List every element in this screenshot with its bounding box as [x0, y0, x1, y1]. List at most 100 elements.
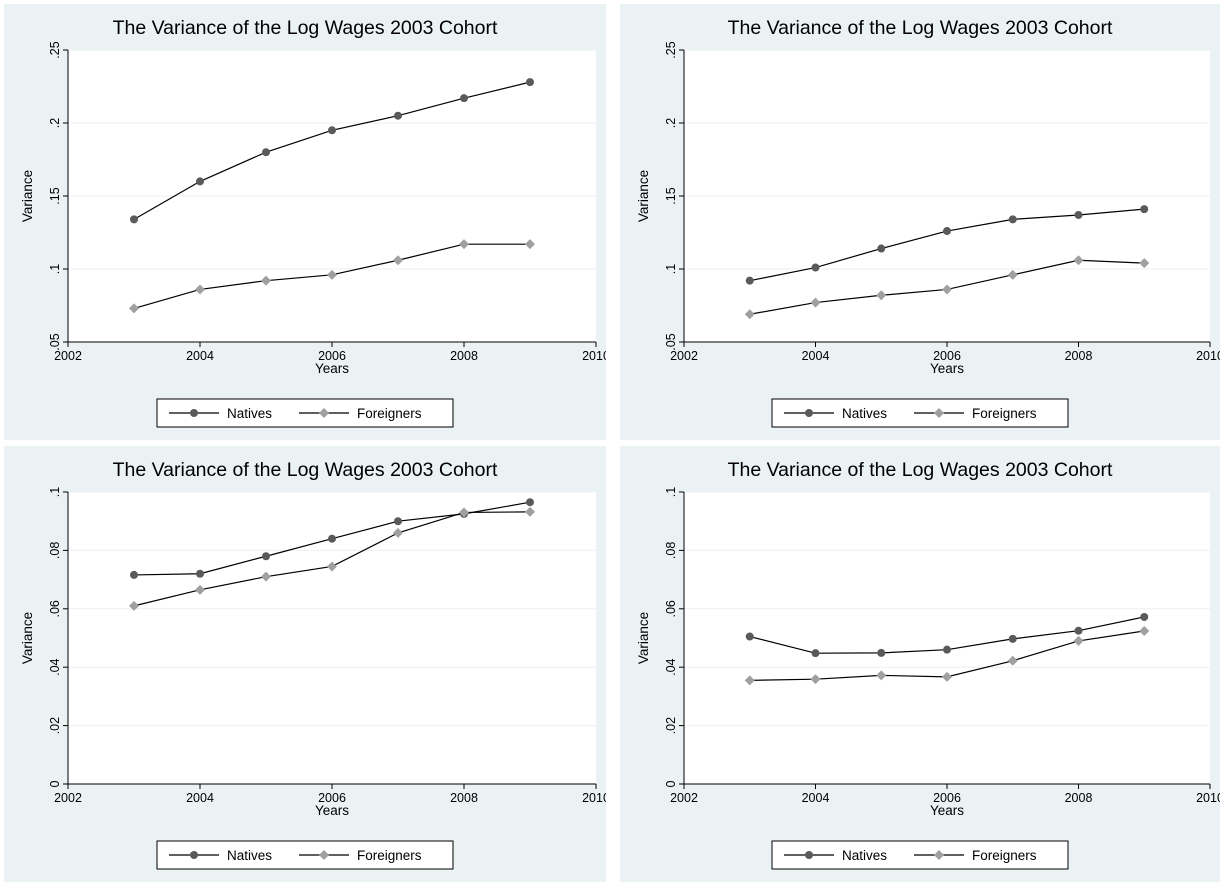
legend-label-foreigners: Foreigners	[972, 406, 1037, 421]
x-axis-label: Years	[315, 803, 349, 818]
chart-svg: The Variance of the Log Wages 2003 Cohor…	[636, 17, 1220, 428]
data-point-natives	[328, 126, 336, 135]
legend-swatch-marker-natives	[190, 851, 198, 859]
y-axis-label: Variance	[20, 612, 35, 664]
data-point-natives	[394, 517, 402, 526]
x-tick-label: 2004	[802, 791, 830, 805]
data-point-foreigners	[1139, 625, 1150, 636]
x-axis-label: Years	[315, 361, 349, 376]
chart-svg: The Variance of the Log Wages 2003 Cohor…	[20, 459, 606, 870]
data-point-foreigners	[1007, 269, 1018, 280]
y-tick-label: .1	[48, 487, 62, 497]
data-point-natives	[1140, 205, 1149, 214]
data-point-natives	[877, 244, 886, 253]
x-axis-label: Years	[930, 361, 964, 376]
x-tick-label: 2010	[582, 791, 606, 805]
chart-title: The Variance of the Log Wages 2003 Cohor…	[728, 459, 1113, 481]
legend-label-natives: Natives	[842, 848, 887, 863]
data-point-foreigners	[327, 561, 337, 572]
legend-swatch-marker-foreigners	[319, 408, 329, 418]
y-tick-label: .05	[48, 333, 62, 350]
chart-svg: The Variance of the Log Wages 2003 Cohor…	[20, 17, 606, 428]
legend-swatch-marker-foreigners	[934, 408, 944, 418]
y-tick-label: .06	[48, 600, 62, 617]
y-axis-label: Variance	[636, 170, 651, 222]
chart-panel-bottom-left: The Variance of the Log Wages 2003 Cohor…	[4, 446, 606, 882]
y-tick-label: .08	[664, 542, 678, 559]
data-point-natives	[526, 78, 534, 87]
y-tick-label: .08	[48, 542, 62, 559]
data-point-natives	[196, 569, 204, 578]
data-point-natives	[1074, 210, 1083, 219]
data-point-natives	[745, 276, 754, 285]
x-tick-label: 2008	[1065, 791, 1093, 805]
chart-title: The Variance of the Log Wages 2003 Cohor…	[113, 17, 498, 39]
x-axis-label: Years	[930, 803, 964, 818]
data-point-foreigners	[942, 284, 952, 295]
data-point-foreigners	[876, 670, 887, 681]
data-point-natives	[811, 649, 820, 658]
data-point-foreigners	[876, 290, 887, 301]
x-tick-label: 2002	[670, 791, 698, 805]
data-point-foreigners	[261, 275, 271, 286]
x-tick-label: 2004	[186, 791, 214, 805]
data-point-natives	[877, 648, 886, 657]
y-tick-label: .25	[664, 41, 678, 58]
x-tick-label: 2010	[582, 349, 606, 363]
y-tick-label: .1	[48, 264, 62, 274]
data-point-natives	[1008, 634, 1017, 643]
data-point-foreigners	[195, 584, 205, 595]
data-point-natives	[943, 227, 951, 236]
y-tick-label: .2	[48, 118, 62, 128]
y-tick-label: .15	[48, 187, 62, 204]
data-point-foreigners	[1073, 635, 1084, 646]
data-point-natives	[943, 645, 951, 654]
legend-swatch-marker-foreigners	[934, 850, 944, 860]
data-point-natives	[262, 552, 270, 561]
data-point-foreigners	[459, 239, 469, 250]
data-point-foreigners	[129, 303, 139, 314]
x-tick-label: 2004	[186, 349, 214, 363]
legend-swatch-marker-natives	[805, 409, 813, 417]
legend: Natives Foreigners	[771, 398, 1069, 428]
y-tick-label: .04	[664, 658, 678, 675]
chart-panel-top-left: The Variance of the Log Wages 2003 Cohor…	[4, 4, 606, 440]
data-point-foreigners	[1007, 655, 1018, 666]
legend-label-natives: Natives	[227, 406, 272, 421]
chart-svg: The Variance of the Log Wages 2003 Cohor…	[636, 459, 1220, 870]
x-tick-label: 2004	[802, 349, 830, 363]
data-point-foreigners	[525, 506, 535, 517]
x-tick-label: 2008	[450, 791, 478, 805]
y-tick-label: .1	[664, 264, 678, 274]
data-point-natives	[1140, 612, 1149, 621]
data-point-natives	[1008, 215, 1017, 224]
x-tick-label: 2008	[1065, 349, 1093, 363]
data-point-natives	[196, 177, 204, 186]
y-axis-label: Variance	[20, 170, 35, 222]
legend-swatch-marker-foreigners	[319, 850, 329, 860]
data-point-foreigners	[261, 571, 271, 582]
x-tick-label: 2006	[318, 791, 346, 805]
plot-area	[684, 492, 1210, 784]
legend-label-natives: Natives	[227, 848, 272, 863]
legend: Natives Foreigners	[771, 840, 1069, 870]
data-point-natives	[745, 632, 754, 641]
legend-label-foreigners: Foreigners	[357, 406, 422, 421]
legend: Natives Foreigners	[156, 398, 454, 428]
x-tick-label: 2002	[670, 349, 698, 363]
y-tick-label: .02	[664, 717, 678, 734]
legend-label-foreigners: Foreigners	[357, 848, 422, 863]
data-point-natives	[394, 111, 402, 120]
data-point-foreigners	[129, 600, 139, 611]
chart-title: The Variance of the Log Wages 2003 Cohor…	[113, 459, 498, 481]
data-point-natives	[328, 534, 336, 543]
data-point-natives	[811, 263, 820, 272]
data-point-natives	[262, 148, 270, 157]
y-tick-label: .02	[48, 717, 62, 734]
data-point-foreigners	[810, 297, 821, 308]
y-tick-label: .15	[664, 187, 678, 204]
data-point-foreigners	[459, 507, 469, 518]
data-point-foreigners	[327, 269, 337, 280]
x-tick-label: 2010	[1196, 791, 1220, 805]
